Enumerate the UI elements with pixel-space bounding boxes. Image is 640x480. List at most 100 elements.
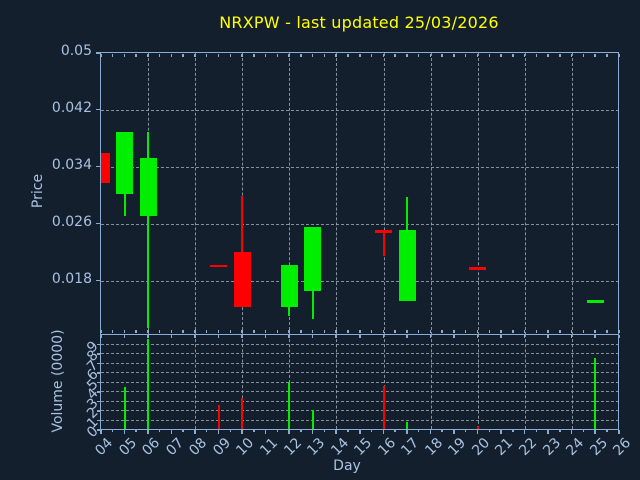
day-gridline <box>289 53 291 334</box>
volume-gridline <box>101 381 618 383</box>
x-tick <box>441 430 443 432</box>
x-tick <box>147 430 149 434</box>
x-tick-label: 15 <box>351 435 376 459</box>
day-gridline <box>571 334 573 429</box>
x-tick <box>488 430 490 432</box>
x-tick <box>500 430 502 434</box>
day-gridline <box>195 334 197 429</box>
day-gridline <box>336 334 338 429</box>
x-tick <box>370 430 373 432</box>
volume-bar <box>476 426 479 429</box>
x-tick <box>535 430 538 432</box>
x-tick <box>111 430 114 432</box>
candle-wick <box>382 230 385 256</box>
volume-tick-label: 2 <box>84 404 102 422</box>
price-tick-label: 0.026 <box>51 213 92 230</box>
volume-tick-label: 1 <box>84 413 102 432</box>
volume-gridline <box>101 362 618 364</box>
day-gridline <box>383 334 385 429</box>
x-tick-label: 18 <box>422 435 446 459</box>
x-tick <box>417 430 420 432</box>
volume-panel <box>100 334 619 430</box>
volume-bar <box>406 422 409 429</box>
x-tick <box>464 430 467 432</box>
candle-body-up <box>304 226 322 291</box>
x-tick <box>382 430 385 434</box>
candle-body-down <box>375 230 393 233</box>
x-tick <box>100 430 102 434</box>
volume-tick-label: 4 <box>84 385 102 403</box>
candle-body-down <box>233 251 251 308</box>
x-tick-label: 07 <box>163 435 187 459</box>
x-tick-label: 16 <box>374 435 399 459</box>
volume-gridline <box>101 410 618 411</box>
volume-axis-label: Volume (0000) <box>50 328 66 433</box>
x-tick <box>618 430 620 434</box>
volume-bar <box>123 387 126 429</box>
volume-tick-label: 3 <box>84 394 102 413</box>
x-tick <box>323 430 326 432</box>
volume-bar <box>147 338 150 429</box>
x-tick <box>170 430 173 434</box>
candle-body-up <box>586 300 604 303</box>
candle-body-down <box>210 264 228 267</box>
volume-bar <box>311 410 314 429</box>
x-tick <box>158 430 161 432</box>
price-tick-label: 0.034 <box>51 156 92 173</box>
x-axis-label: Day <box>333 458 361 474</box>
day-gridline <box>524 334 526 429</box>
x-tick-label: 08 <box>186 435 211 459</box>
volume-bar <box>217 405 220 429</box>
price-tick-label: 0.042 <box>51 99 92 116</box>
x-tick <box>406 430 408 434</box>
x-tick <box>135 430 137 432</box>
volume-gridline <box>101 400 618 402</box>
candle-body-up <box>280 265 298 308</box>
volume-gridline <box>101 372 618 373</box>
x-tick <box>229 430 231 432</box>
x-tick-label: 04 <box>92 435 117 459</box>
volume-bar <box>241 397 244 429</box>
x-tick-label: 21 <box>492 435 517 459</box>
candle-body-down <box>469 267 487 270</box>
x-tick-label: 14 <box>327 435 352 459</box>
x-tick-label: 06 <box>139 435 164 459</box>
x-tick-label: 12 <box>280 435 305 459</box>
x-tick-label: 13 <box>304 435 329 459</box>
x-tick <box>394 430 396 432</box>
x-tick <box>217 430 220 434</box>
day-gridline <box>524 53 526 334</box>
x-tick <box>335 430 337 434</box>
x-tick <box>570 430 573 434</box>
x-tick <box>359 430 361 434</box>
volume-bar <box>288 382 291 429</box>
candle-body-up <box>116 132 134 194</box>
price-tick-label: 0.05 <box>60 43 92 59</box>
x-tick-label: 19 <box>445 435 470 459</box>
x-tick <box>300 430 302 432</box>
day-gridline <box>242 334 244 429</box>
volume-tick-label: 7 <box>84 356 102 375</box>
price-gridline <box>101 280 618 282</box>
candle-wick <box>147 132 150 328</box>
x-tick-label: 23 <box>539 435 564 459</box>
x-tick-label: 11 <box>257 435 282 459</box>
x-tick <box>582 430 585 432</box>
x-tick <box>264 430 267 434</box>
price-gridline <box>101 109 618 111</box>
x-tick-label: 25 <box>586 435 611 459</box>
candle-wick <box>241 196 244 308</box>
candle-body-up <box>139 157 157 217</box>
volume-tick-label: 0 <box>84 423 102 441</box>
x-tick <box>205 430 208 432</box>
price-panel <box>100 52 619 335</box>
x-tick-label: 24 <box>563 435 588 459</box>
day-gridline <box>430 334 432 429</box>
x-tick <box>594 430 596 434</box>
x-tick-label: 09 <box>210 435 235 459</box>
x-tick <box>123 430 126 434</box>
price-gridline <box>101 223 618 225</box>
day-gridline <box>289 334 291 429</box>
x-tick <box>241 430 243 434</box>
x-tick <box>253 430 255 432</box>
